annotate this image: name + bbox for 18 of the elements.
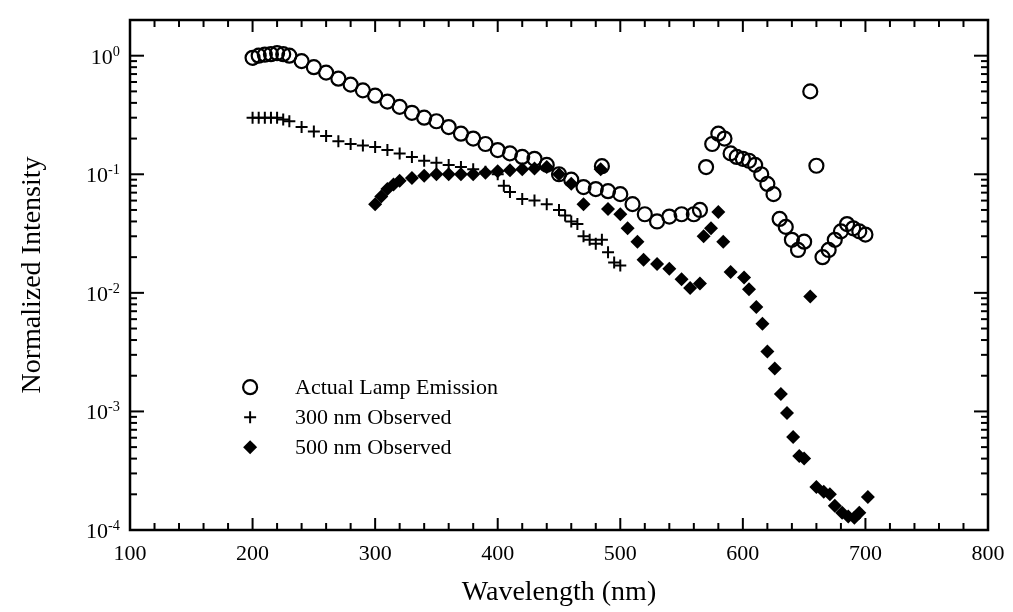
y-tick-label: 10$^{-4}$ bbox=[86, 517, 120, 543]
x-tick-label: 800 bbox=[971, 540, 1005, 565]
y-tick-label: 10$^{-3}$ bbox=[86, 398, 120, 425]
legend-label: Actual Lamp Emission bbox=[295, 374, 498, 400]
x-tick-label: 500 bbox=[603, 540, 637, 565]
x-tick-label: 600 bbox=[726, 540, 760, 565]
legend-label: 300 nm Observed bbox=[295, 404, 452, 430]
legend-label: 500 nm Observed bbox=[295, 434, 452, 460]
x-axis-title: Wavelength (nm) bbox=[461, 575, 657, 606]
y-tick-label: 10$^{-1}$ bbox=[86, 161, 120, 188]
x-tick-label: 100 bbox=[113, 540, 147, 565]
y-tick-label: 10$^{-2}$ bbox=[86, 279, 120, 306]
x-tick-label: 300 bbox=[358, 540, 392, 565]
x-tick-label: 400 bbox=[481, 540, 515, 565]
y-tick-label: 10$^{0}$ bbox=[90, 42, 120, 69]
x-tick-label: 200 bbox=[236, 540, 270, 565]
x-tick-label: 700 bbox=[848, 540, 882, 565]
y-axis-title: Normalized Intensity bbox=[15, 156, 46, 394]
